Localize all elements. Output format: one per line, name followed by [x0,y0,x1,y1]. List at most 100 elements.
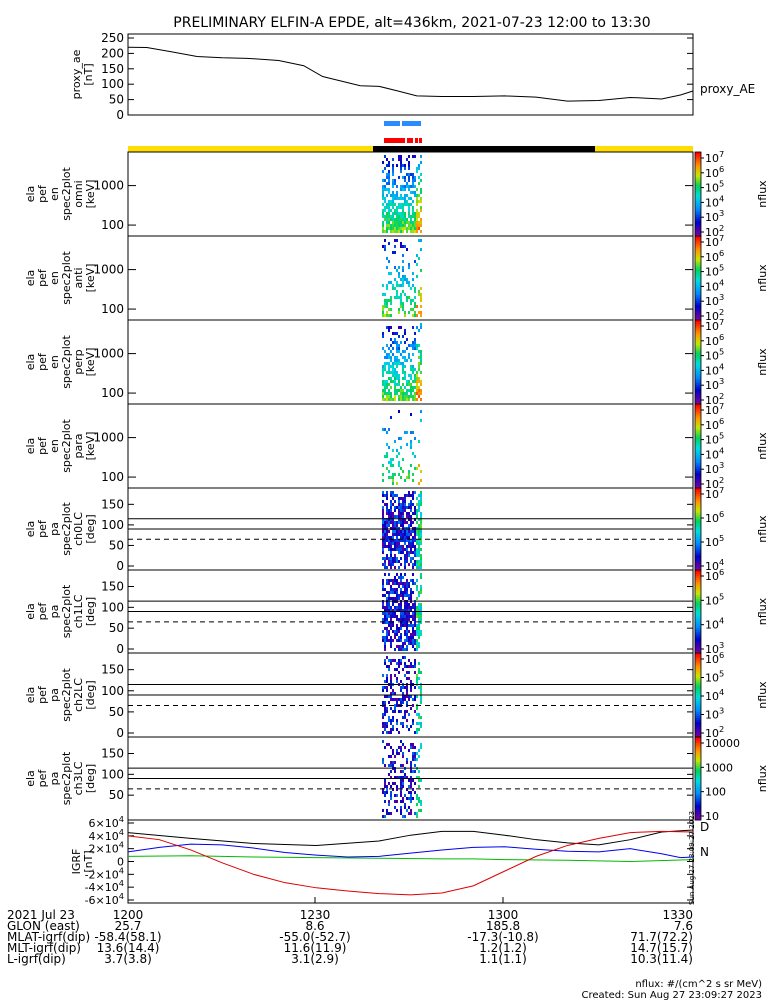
spectrogram-cell [414,618,416,621]
panel-ylabel: ela [24,438,37,455]
colorbar-cell [695,364,701,367]
spectrogram-cell [412,155,414,158]
spectrogram-cell [400,155,402,158]
colorbar-cell [695,158,701,161]
spectrogram-cell [404,395,406,398]
spectrogram-cell [392,557,394,560]
spectrogram-cell [408,512,410,515]
spectrogram-cell [384,185,386,188]
spectrogram-cell [406,194,408,197]
spectrogram-cell [390,563,392,566]
spectrogram-cell [416,579,418,582]
spectrogram-cell [404,212,406,215]
spectrogram-cell [400,218,402,221]
spectrogram-cell [396,197,398,200]
spectrogram-cell [402,545,404,548]
panel-ylabel: ela [24,354,37,371]
colorbar-cell [695,557,701,561]
colorbar-cell [695,815,701,819]
xaxis-value: 3.7(3.8) [104,952,152,966]
colorbar-cell [695,749,701,753]
spectrogram-cell [394,591,396,594]
spectrogram-cell [420,173,422,176]
spectrogram-cell [390,227,392,230]
spectrogram-cell [392,212,394,215]
spectrogram-cell [382,374,384,377]
spectrogram-cell [388,548,390,551]
colorbar-cell [695,467,701,470]
spectrogram-cell [394,794,396,797]
colorbar-cell [695,520,701,524]
spectrogram-cell [402,779,404,782]
spectrogram-cell [402,308,404,311]
colorbar-cell [695,273,701,277]
colorbar-cell [695,541,701,544]
colorbar-cell [695,244,701,247]
colorbar-cell [695,809,701,813]
spectrogram-cell [396,377,398,380]
spectrogram-cell [388,470,390,473]
ae-series-line [127,46,694,102]
spectrogram-cell [382,536,384,539]
spectrogram-cell [386,722,388,725]
spectrogram-cell [414,545,416,548]
colorbar-cell [695,286,701,289]
colorbar-cell [695,705,701,709]
spectrogram-cell [414,185,416,188]
spectrogram-cell [408,494,410,497]
spectrogram-cell [392,524,394,527]
spectrogram-cell [382,722,384,725]
spectrogram-cell [400,197,402,200]
panel-ytick-label: 50 [109,705,124,719]
colorbar-tick-label: 102 [705,724,724,740]
spectrogram-cell [406,551,408,554]
spectrogram-cell [398,542,400,545]
colorbar-cell [695,412,701,415]
spectrogram-cell [398,551,400,554]
spectrogram-cell [384,188,386,191]
spectrogram-cell [384,606,386,609]
panel-ylabel: ela [24,687,37,704]
spectrogram-cell [386,725,388,728]
colorbar-cell [695,539,701,542]
spectrogram-cell [394,636,396,639]
spectrogram-cell [414,630,416,633]
spectrogram-cell [388,591,390,594]
spectrogram-cell [420,503,422,506]
panel-ylabel: [deg] [84,764,97,793]
spectrogram-cell [388,224,390,227]
spectrogram-cell [398,221,400,224]
spectrogram-cell [402,278,404,281]
spectrogram-cell [402,371,404,374]
spectrogram-cell [386,615,388,618]
spectrogram-cell [384,155,386,158]
spectrogram-cell [392,539,394,542]
spectrogram-cell [388,182,390,185]
igrf-series-blue [127,843,694,859]
colorbar-cell [695,185,701,189]
spectrogram-cell [396,749,398,752]
spectrogram-cell [420,533,422,536]
spectrogram-cell [414,662,416,665]
spectrogram-cell [414,341,416,344]
spectrogram-cell [396,494,398,497]
spectrogram-cell [392,530,394,533]
colorbar-tick-label: 103 [705,208,724,224]
spectrogram-cell [414,612,416,615]
colorbar-cell [695,446,701,449]
spectrogram-cell [400,594,402,597]
spectrogram-cell [420,557,422,560]
colorbar-tick-label: 107 [705,401,724,417]
panel-ylabel: spec2plot [60,335,73,389]
spectrogram-cell [382,284,384,287]
spectrogram-cell [392,479,394,482]
spectrogram-cell [382,395,384,398]
spectrogram-cell [406,585,408,588]
panel-ytick-label: 100 [101,386,124,400]
ae-ytick-label: 50 [109,93,124,107]
igrf-ytick-label: 2×104 [89,840,124,856]
colorbar-cell [695,439,701,443]
spectrogram-cell [416,539,418,542]
spectrogram-cell [386,302,388,305]
